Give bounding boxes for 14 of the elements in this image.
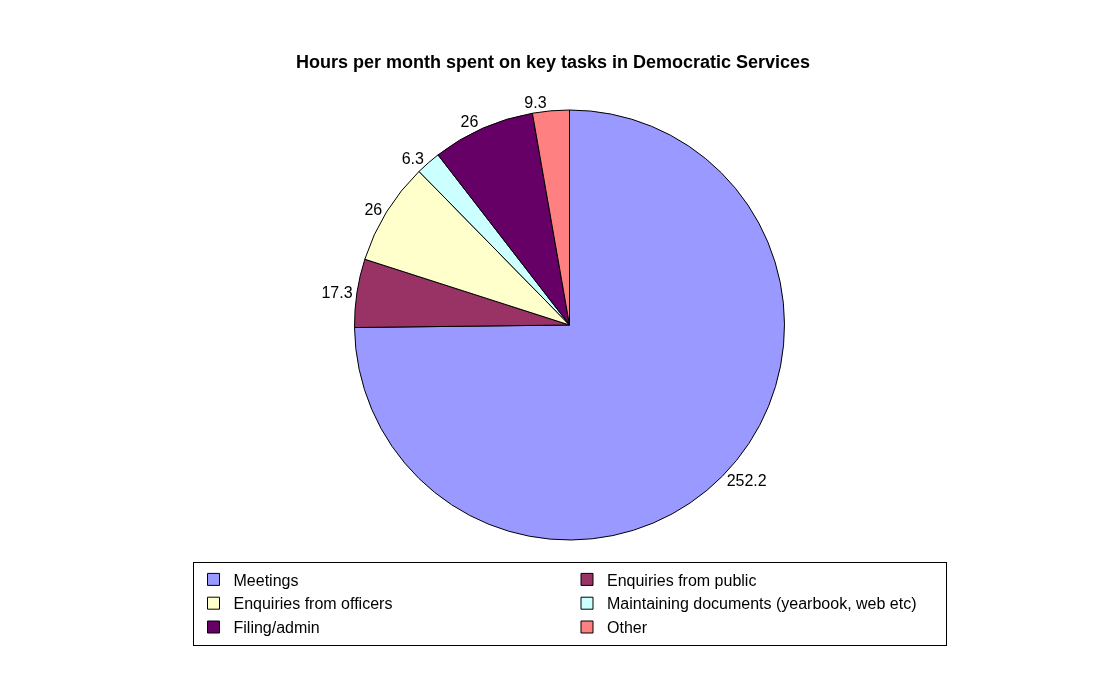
data-label: 252.2	[726, 471, 767, 489]
data-label: 26	[364, 201, 383, 219]
pie-slice	[354, 109, 785, 541]
data-label: 17.3	[321, 284, 353, 302]
legend-label: Filing/admin	[233, 619, 320, 637]
legend-label: Meetings	[233, 571, 299, 589]
data-label: 6.3	[401, 149, 425, 167]
legend-label: Other	[607, 619, 648, 637]
chart-title: Hours per month spent on key tasks in Democratic Services	[295, 51, 811, 72]
data-label: 26	[460, 112, 479, 130]
legend-label: Enquiries from officers	[233, 595, 393, 613]
legend-label: Maintaining documents (yearbook, web etc)	[607, 595, 917, 613]
legend-label: Enquiries from public	[607, 571, 757, 589]
data-label: 9.3	[524, 93, 547, 111]
